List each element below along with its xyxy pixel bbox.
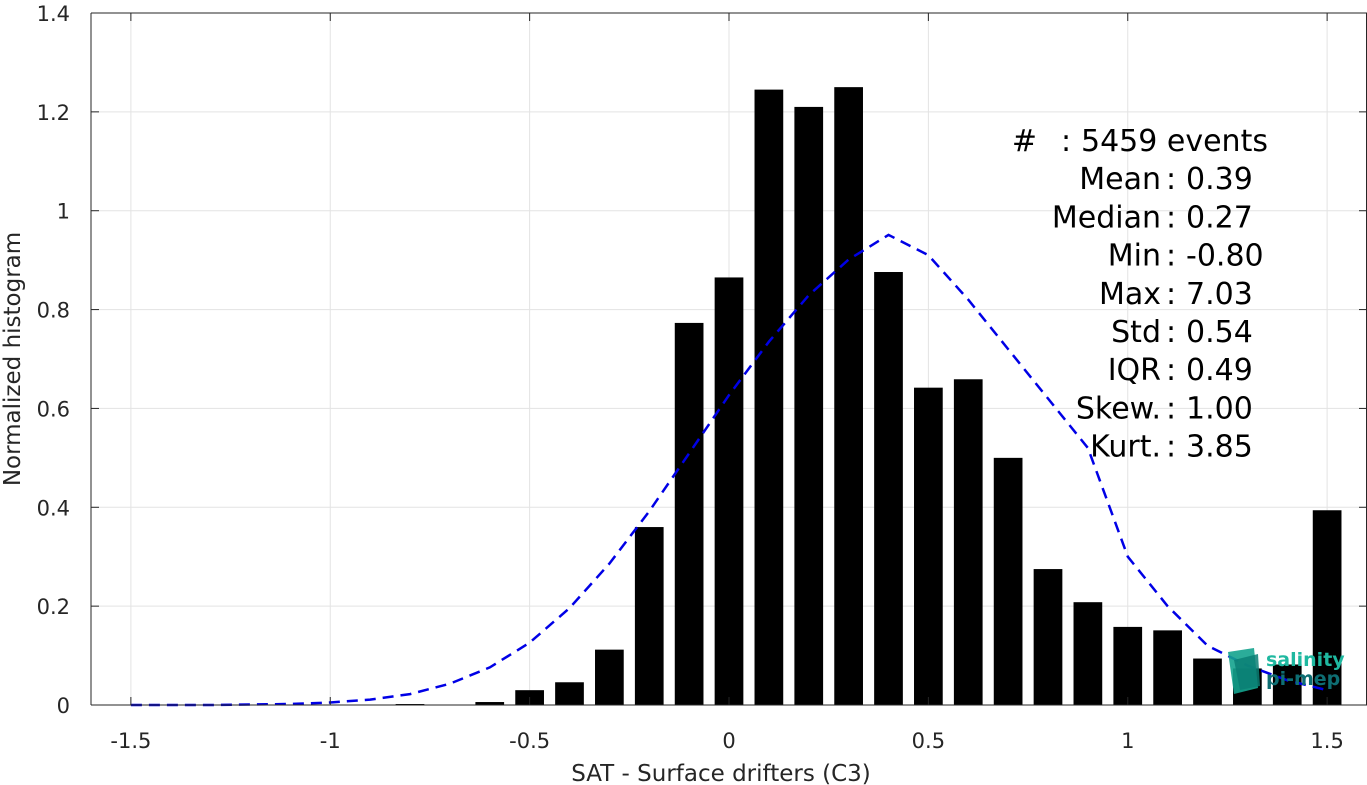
grid	[91, 12, 1367, 706]
stat-value: 1.00	[1186, 391, 1253, 426]
stat-separator: :	[1166, 315, 1176, 350]
stat-value: 5459 events	[1081, 124, 1268, 159]
y-axis-label: Normalized histogram	[0, 232, 26, 486]
stat-value: 3.85	[1186, 430, 1253, 465]
histogram-bar	[754, 89, 784, 706]
stat-value: 0.39	[1186, 162, 1253, 197]
histogram-bar	[1193, 658, 1222, 705]
histogram-bar	[714, 277, 744, 705]
stat-label: #	[1012, 124, 1037, 159]
histogram-bar	[674, 322, 704, 705]
histogram-bar	[475, 702, 505, 705]
bars	[395, 87, 1342, 706]
logo-text-pimep: pi-mep	[1266, 668, 1340, 690]
histogram-bar	[1113, 626, 1143, 705]
histogram-bar	[555, 682, 584, 705]
stat-label: Mean	[1079, 162, 1161, 197]
y-tick-label: 0.6	[37, 397, 70, 421]
histogram-bar	[993, 457, 1023, 705]
stat-separator: :	[1166, 391, 1176, 426]
x-tick-label: 1.5	[1310, 729, 1343, 753]
x-tick-label: -1	[320, 729, 341, 753]
y-tick-label: 0.8	[37, 299, 70, 323]
histogram-bar	[953, 379, 983, 705]
histogram-bar	[874, 272, 903, 705]
logo-mark-shade-icon	[1234, 654, 1260, 690]
x-tick-label: 0.5	[912, 729, 945, 753]
x-tick-label: 0	[722, 729, 735, 753]
y-tick-label: 1	[57, 200, 70, 224]
y-tick-labels: 0 0.2 0.4 0.6 0.8 1 1.2 1.4	[37, 2, 70, 718]
histogram-bar	[634, 527, 664, 705]
stat-separator: :	[1166, 277, 1176, 312]
x-axis-label: SAT - Surface drifters (C3)	[571, 761, 871, 785]
stat-value: 7.03	[1186, 277, 1253, 312]
stat-label: Skew.	[1076, 391, 1161, 426]
histogram-bar	[595, 649, 624, 705]
histogram-bar	[1033, 569, 1063, 705]
stat-label: Std	[1111, 315, 1161, 350]
x-tick-label: 1	[1121, 729, 1134, 753]
stat-separator: :	[1166, 430, 1176, 465]
x-tick-labels: -1.5 -1 -0.5 0 0.5 1 1.5	[110, 729, 1343, 753]
histogram-bar	[1073, 602, 1103, 705]
stat-separator: :	[1166, 353, 1176, 388]
histogram-bar	[914, 387, 943, 705]
stat-label: Min	[1108, 239, 1161, 274]
x-tick-label: -1.5	[110, 729, 151, 753]
stat-separator: :	[1166, 162, 1176, 197]
stat-label: IQR	[1108, 353, 1161, 388]
stat-label: Max	[1099, 277, 1161, 312]
y-tick-label: 1.4	[37, 2, 70, 26]
stat-value: -0.80	[1186, 239, 1264, 274]
histogram-bar	[794, 106, 824, 705]
histogram-bar	[1312, 510, 1342, 705]
y-tick-label: 1.2	[37, 101, 70, 125]
y-tick-label: 0.2	[37, 595, 70, 619]
stat-label: Median	[1052, 200, 1161, 235]
stat-separator: :	[1061, 124, 1071, 159]
y-tick-label: 0.4	[37, 496, 70, 520]
stat-value: 0.49	[1186, 353, 1253, 388]
histogram-bar	[1153, 630, 1182, 705]
stat-value: 0.54	[1186, 315, 1253, 350]
histogram-bar	[834, 87, 863, 705]
stat-label: Kurt.	[1090, 430, 1161, 465]
histogram-bar	[1272, 664, 1302, 705]
y-tick-label: 0	[57, 694, 70, 718]
stat-separator: :	[1166, 200, 1176, 235]
stat-value: 0.27	[1186, 200, 1253, 235]
stat-separator: :	[1166, 239, 1176, 274]
salinity-pimep-logo: salinity pi-mep	[1228, 648, 1345, 694]
x-tick-label: -0.5	[509, 729, 550, 753]
logo-text-salinity: salinity	[1266, 649, 1345, 671]
